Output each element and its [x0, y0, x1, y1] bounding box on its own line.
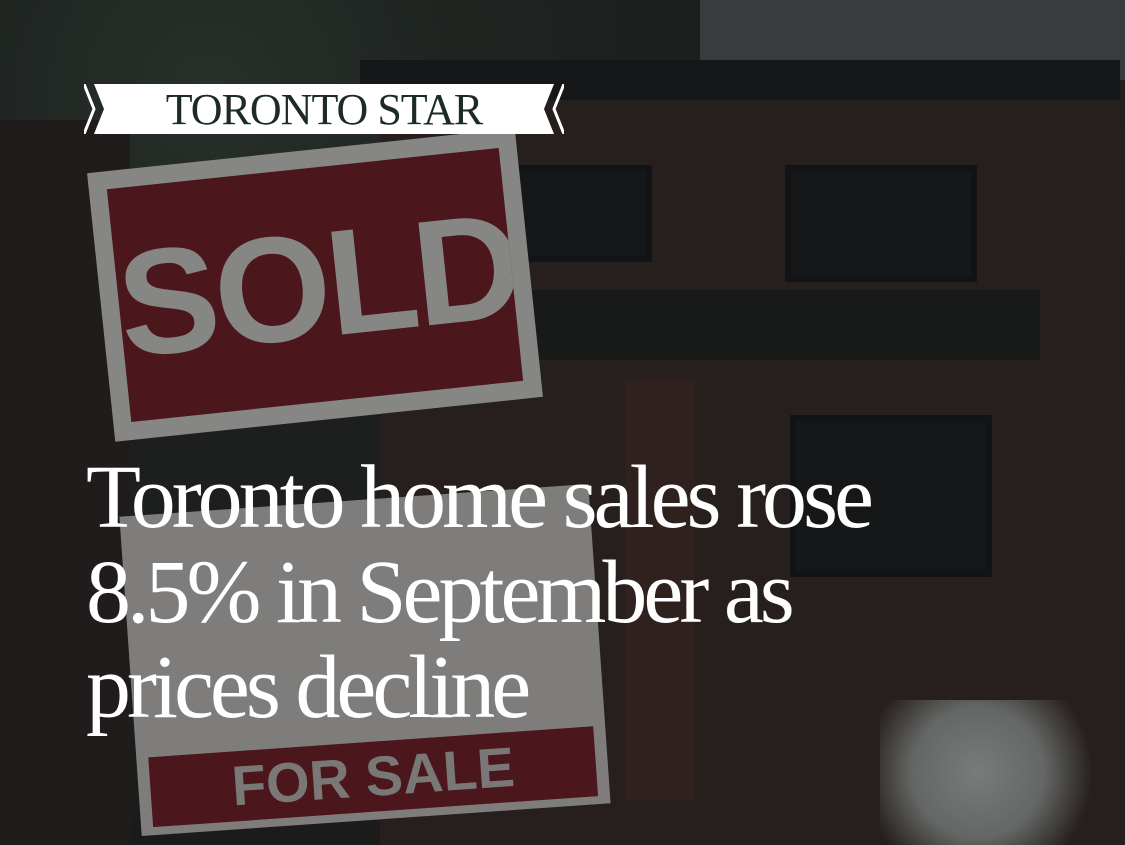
hydrangeas [880, 700, 1125, 845]
toronto-star-logo: TORONTO STAR [84, 84, 564, 134]
headline-line: prices decline [86, 638, 531, 737]
headline-line: Toronto home sales rose [86, 448, 874, 547]
headline: Toronto home sales rose 8.5% in Septembe… [86, 450, 1106, 735]
porch-roof [520, 290, 1040, 360]
logo-banner-icon [84, 84, 564, 134]
headline-line: 8.5% in September as [86, 543, 795, 642]
brick-pillar [625, 380, 695, 800]
window [790, 415, 992, 577]
window [785, 165, 977, 282]
